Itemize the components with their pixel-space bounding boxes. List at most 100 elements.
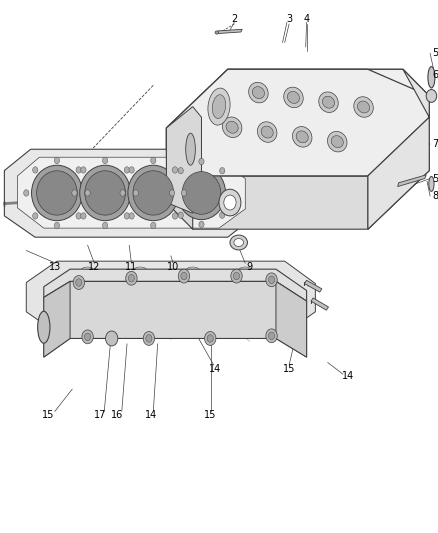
Polygon shape — [166, 149, 193, 229]
Ellipse shape — [319, 92, 338, 112]
Circle shape — [219, 189, 241, 216]
Text: 3: 3 — [286, 14, 292, 23]
Ellipse shape — [186, 267, 199, 273]
Polygon shape — [26, 261, 315, 333]
Ellipse shape — [80, 165, 131, 221]
Polygon shape — [166, 69, 429, 176]
Ellipse shape — [354, 96, 373, 117]
Polygon shape — [276, 281, 307, 357]
Circle shape — [181, 190, 187, 196]
Text: 5: 5 — [433, 49, 438, 58]
Text: 4: 4 — [304, 14, 310, 23]
Text: 5: 5 — [433, 174, 438, 183]
Ellipse shape — [85, 171, 125, 215]
Circle shape — [124, 167, 129, 173]
Text: 14: 14 — [145, 410, 157, 419]
Circle shape — [146, 335, 152, 342]
Text: 12: 12 — [88, 262, 100, 271]
Circle shape — [143, 332, 155, 345]
Circle shape — [268, 276, 275, 284]
Ellipse shape — [357, 101, 370, 113]
Text: 9: 9 — [247, 262, 253, 271]
Text: 8: 8 — [433, 191, 438, 201]
Circle shape — [54, 222, 60, 229]
Circle shape — [151, 157, 156, 164]
Ellipse shape — [252, 87, 265, 99]
Circle shape — [181, 272, 187, 280]
Ellipse shape — [287, 92, 300, 103]
Circle shape — [120, 190, 125, 196]
Text: 6: 6 — [433, 70, 438, 79]
Text: 13: 13 — [49, 262, 61, 271]
Circle shape — [73, 276, 85, 289]
Ellipse shape — [249, 82, 268, 103]
Circle shape — [82, 330, 93, 344]
Ellipse shape — [258, 122, 277, 142]
Text: 14: 14 — [208, 364, 221, 374]
Circle shape — [228, 190, 233, 196]
Circle shape — [231, 269, 242, 283]
Ellipse shape — [37, 171, 77, 215]
Text: 14: 14 — [342, 371, 354, 381]
Circle shape — [268, 332, 275, 340]
Circle shape — [199, 158, 204, 165]
Polygon shape — [44, 269, 307, 301]
Circle shape — [76, 213, 81, 219]
Circle shape — [426, 90, 437, 102]
Circle shape — [72, 190, 77, 196]
Text: 10: 10 — [167, 262, 179, 271]
Ellipse shape — [128, 165, 179, 221]
Circle shape — [124, 213, 129, 219]
Polygon shape — [53, 270, 298, 322]
Text: 16: 16 — [111, 410, 124, 419]
Circle shape — [129, 213, 134, 219]
Ellipse shape — [293, 126, 312, 147]
Circle shape — [266, 329, 277, 343]
Ellipse shape — [284, 87, 303, 108]
Circle shape — [172, 213, 177, 219]
Polygon shape — [166, 69, 429, 176]
Polygon shape — [44, 281, 70, 357]
Ellipse shape — [177, 166, 226, 220]
Circle shape — [76, 167, 81, 173]
Circle shape — [133, 190, 138, 196]
Circle shape — [81, 167, 86, 173]
Circle shape — [219, 167, 225, 174]
Ellipse shape — [239, 267, 252, 273]
Polygon shape — [311, 298, 328, 310]
Circle shape — [81, 213, 86, 219]
Circle shape — [178, 269, 190, 283]
Ellipse shape — [133, 171, 173, 215]
Circle shape — [102, 157, 108, 164]
Ellipse shape — [212, 95, 226, 118]
Ellipse shape — [134, 267, 147, 273]
Text: 7: 7 — [433, 139, 438, 149]
Circle shape — [219, 212, 225, 219]
Polygon shape — [368, 117, 429, 229]
Circle shape — [199, 221, 204, 228]
Polygon shape — [166, 107, 201, 213]
Ellipse shape — [331, 136, 343, 148]
Circle shape — [33, 213, 38, 219]
Polygon shape — [304, 280, 322, 292]
Circle shape — [205, 332, 216, 345]
Circle shape — [106, 331, 118, 346]
Ellipse shape — [296, 131, 308, 143]
Circle shape — [126, 271, 137, 285]
Ellipse shape — [261, 126, 273, 138]
Circle shape — [233, 272, 240, 280]
Circle shape — [85, 190, 90, 196]
Ellipse shape — [38, 311, 50, 343]
Text: 15: 15 — [283, 364, 295, 374]
Ellipse shape — [429, 176, 434, 191]
Ellipse shape — [234, 239, 244, 247]
Ellipse shape — [215, 31, 219, 34]
Polygon shape — [18, 157, 245, 228]
Circle shape — [172, 167, 177, 173]
Polygon shape — [44, 281, 307, 357]
Ellipse shape — [226, 122, 238, 133]
Circle shape — [102, 222, 108, 229]
Text: 15: 15 — [42, 410, 54, 419]
Polygon shape — [217, 29, 242, 34]
Ellipse shape — [428, 67, 435, 88]
